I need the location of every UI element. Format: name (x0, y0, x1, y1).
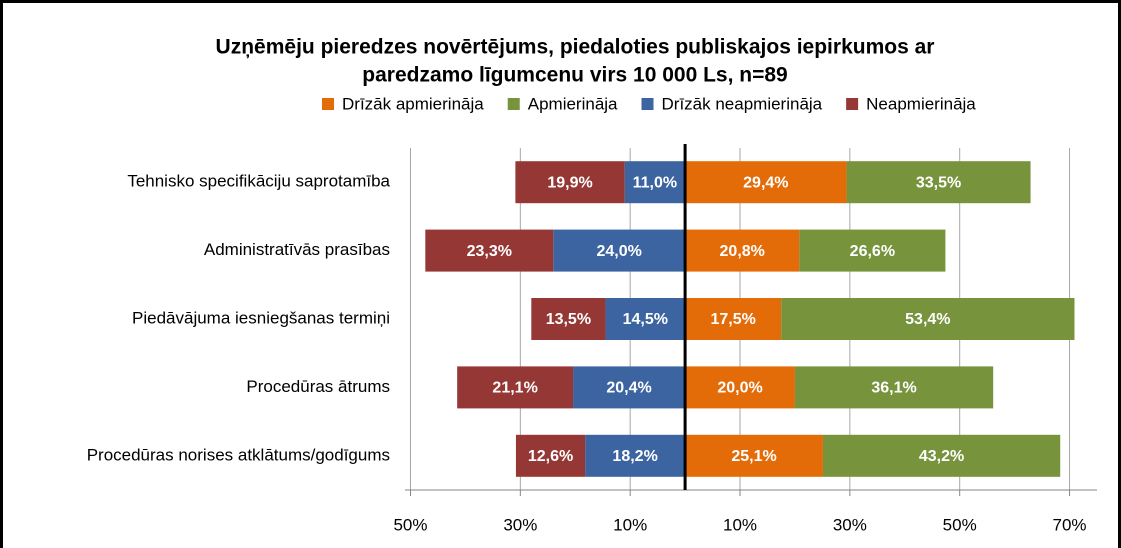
legend-marker (846, 98, 859, 110)
category-label: Procedūras ātrums (246, 377, 390, 396)
value-label: 21,1% (492, 380, 537, 397)
value-label: 12,6% (528, 448, 573, 465)
category-label: Procedūras norises atklātums/godīgums (87, 445, 390, 464)
category-label: Administratīvās prasības (204, 240, 390, 259)
bar-segment (457, 366, 574, 409)
chart-title: Uzņēmēju pieredzes novērtējums, piedalot… (216, 36, 935, 59)
bar-segment (799, 229, 946, 272)
bar-segment (822, 434, 1061, 477)
value-label: 17,5% (710, 311, 755, 328)
value-label: 26,6% (850, 243, 895, 260)
value-label: 14,5% (623, 311, 668, 328)
value-label: 19,9% (547, 174, 592, 191)
chart-title: paredzamo līgumcenu virs 10 000 Ls, n=89 (362, 64, 787, 87)
x-tick-label: 50% (943, 515, 977, 534)
category-label: Tehnisko specifikāciju saprotamība (127, 172, 390, 191)
bar-segment (515, 434, 586, 477)
bar-segment (515, 161, 625, 204)
bar-segment (573, 366, 686, 409)
value-label: 23,3% (467, 243, 512, 260)
x-tick-label: 10% (723, 515, 757, 534)
x-tick-label: 50% (393, 515, 427, 534)
legend-label: Drīzāk apmierināja (342, 94, 484, 113)
value-label: 18,2% (612, 448, 657, 465)
value-label: 20,4% (606, 380, 651, 397)
bar-segment (425, 229, 554, 272)
legend-marker (641, 98, 654, 110)
bar-segment (685, 161, 847, 204)
value-label: 53,4% (905, 311, 950, 328)
legend-label: Apmierināja (528, 94, 618, 113)
legend-marker (322, 98, 334, 110)
bar-segment (685, 298, 782, 340)
bar-segment (685, 229, 800, 272)
bar-segment (553, 229, 686, 272)
bar-segment (531, 298, 606, 340)
value-label: 25,1% (731, 448, 776, 465)
bar-segment (624, 161, 686, 204)
x-tick-label: 70% (1053, 515, 1087, 534)
value-label: 13,5% (546, 311, 591, 328)
value-label: 36,1% (871, 380, 916, 397)
value-label: 20,0% (717, 380, 762, 397)
x-tick-label: 30% (833, 515, 867, 534)
category-label: Piedāvājuma iesniegšanas termiņi (132, 308, 390, 327)
bar-segment (794, 366, 994, 409)
legend-label: Drīzāk neapmierināja (662, 94, 823, 113)
bar-segment (605, 298, 686, 340)
value-label: 24,0% (597, 243, 642, 260)
bar-segment (585, 434, 686, 477)
bar-segment (685, 434, 823, 477)
legend-label: Neapmierināja (866, 94, 976, 113)
value-label: 29,4% (743, 174, 788, 191)
x-tick-label: 10% (613, 515, 647, 534)
bar-segment (781, 298, 1075, 340)
value-label: 43,2% (919, 448, 964, 465)
bar-segment (685, 366, 795, 409)
value-label: 11,0% (633, 174, 677, 191)
bar-segment (846, 161, 1031, 204)
value-label: 20,8% (720, 243, 765, 260)
value-label: 33,5% (916, 174, 961, 191)
x-tick-label: 30% (503, 515, 537, 534)
legend-marker (507, 98, 520, 110)
